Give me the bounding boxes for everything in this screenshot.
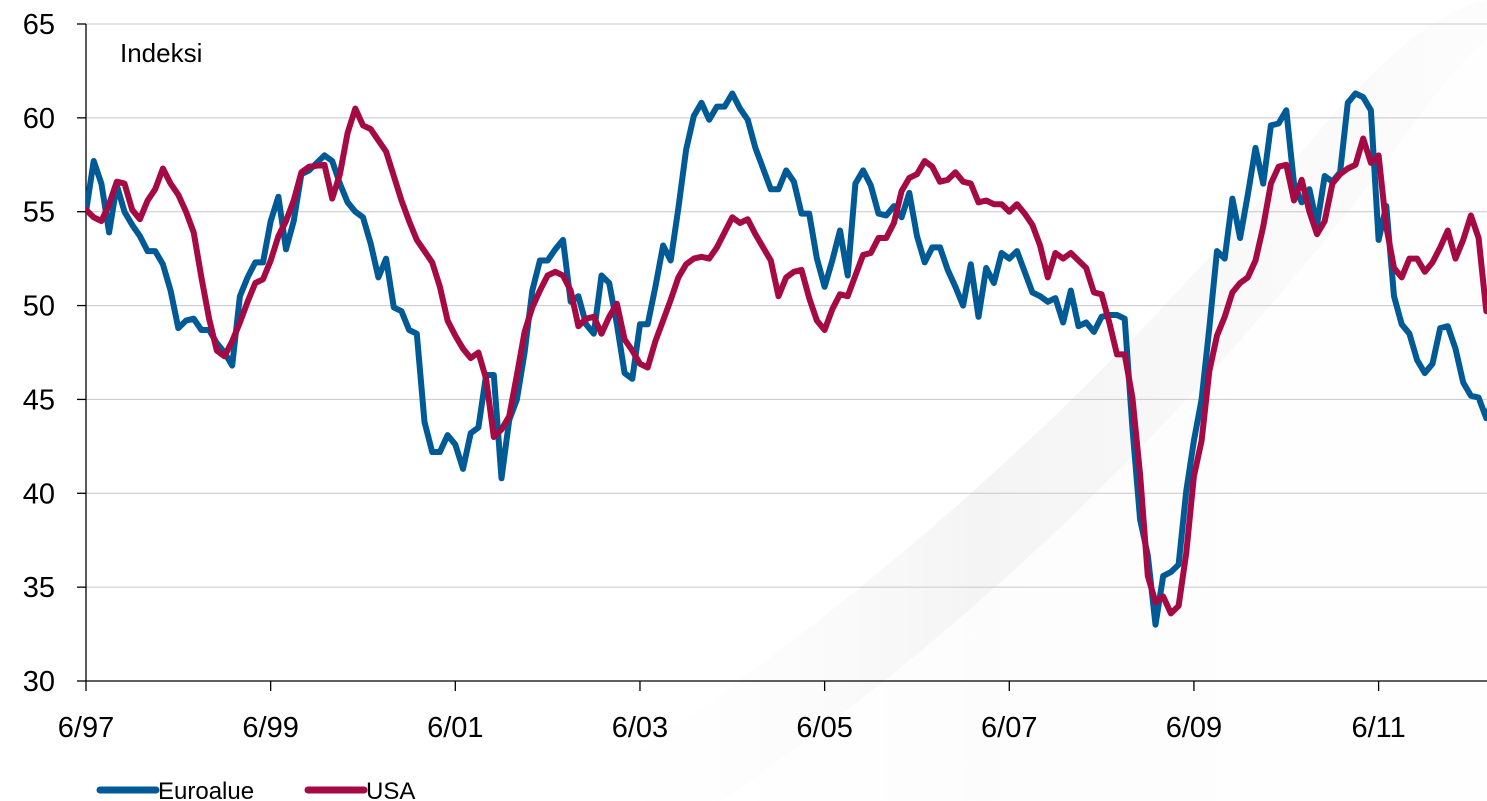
y-tick-label: 55 bbox=[23, 197, 55, 229]
y-tick-label: 65 bbox=[23, 9, 55, 41]
legend-label-1: Euroalue bbox=[158, 778, 254, 801]
x-tick-label: 6/97 bbox=[58, 712, 114, 744]
x-tick-label: 6/99 bbox=[242, 712, 298, 744]
x-tick-label: 6/11 bbox=[1351, 712, 1405, 744]
y-axis: 30 35 40 45 50 55 60 65 bbox=[23, 9, 87, 698]
plot-series bbox=[86, 90, 1487, 628]
x-axis: 6/97 6/99 6/01 6/03 6/05 6/07 6/09 6/11 bbox=[58, 680, 1487, 744]
x-tick-label: 6/07 bbox=[981, 712, 1037, 744]
unit-label: Indeksi bbox=[120, 38, 202, 68]
legend-label-2: USA bbox=[366, 778, 415, 801]
series-line-1 bbox=[86, 90, 1487, 628]
series-line-2 bbox=[86, 105, 1487, 617]
y-tick-label: 30 bbox=[23, 666, 55, 698]
y-tick-label: 50 bbox=[23, 291, 55, 323]
y-tick-label: 35 bbox=[23, 572, 55, 604]
legend: Euroalue USA bbox=[96, 778, 415, 801]
gridlines bbox=[86, 23, 1487, 588]
y-tick-label: 40 bbox=[23, 478, 55, 510]
x-tick-label: 6/05 bbox=[796, 712, 852, 744]
x-tick-label: 6/03 bbox=[612, 712, 668, 744]
background-swoosh bbox=[560, 0, 1487, 801]
y-tick-label: 60 bbox=[23, 103, 55, 135]
x-tick-label: 6/09 bbox=[1166, 712, 1222, 744]
x-tick-label: 6/01 bbox=[427, 712, 483, 744]
y-tick-label: 45 bbox=[23, 384, 55, 416]
